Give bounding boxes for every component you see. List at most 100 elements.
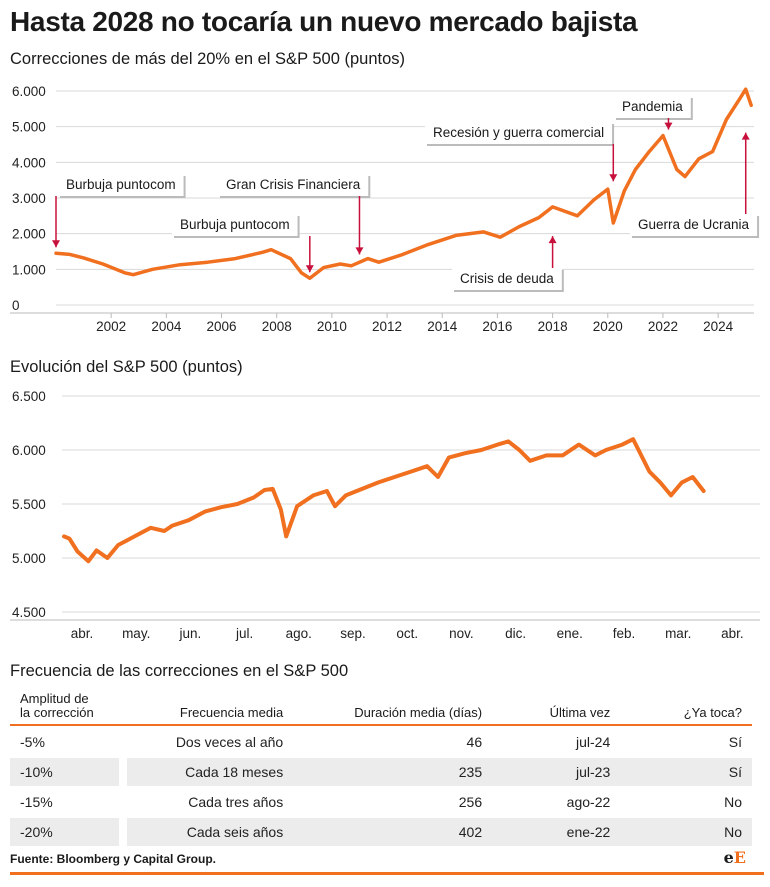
arrow-head — [664, 122, 673, 130]
cell-amplitude: -15% — [10, 788, 127, 816]
cell-last-time: jul-23 — [492, 758, 621, 786]
annotation: Pandemia — [614, 96, 693, 130]
x-tick-label: ene. — [557, 626, 583, 641]
table-row: -20% Cada seis años 402 ene-22 No — [10, 818, 752, 846]
cell-amplitude: -20% — [10, 818, 127, 846]
y-tick-label: 2.000 — [12, 227, 46, 242]
table-row: -15% Cada tres años 256 ago-22 No — [10, 788, 752, 816]
annotation-box — [172, 214, 298, 236]
publisher-logo: eE — [723, 848, 746, 867]
annotation: Burbuja puntocom — [52, 174, 186, 248]
y-tick-label: 5.000 — [12, 551, 46, 566]
arrow-head — [609, 174, 618, 182]
x-tick-label: 2018 — [538, 319, 568, 334]
cell-duration: 256 — [458, 794, 483, 810]
y-tick-label: 6.000 — [12, 84, 46, 99]
chart2-title: Evolución del S&P 500 (puntos) — [10, 358, 243, 376]
arrow-head — [52, 240, 60, 248]
annotation: Crisis de deuda — [452, 236, 564, 292]
x-tick-label: 2024 — [703, 319, 734, 334]
header-amplitude: Amplitud de la corrección — [10, 690, 127, 726]
table-title: Frecuencia de las correcciones en el S&P… — [10, 662, 349, 680]
annotation-label: Guerra de Ucrania — [638, 217, 750, 232]
header-frequency: Frecuencia media — [126, 690, 294, 726]
annotation: Gran Crisis Financiera — [218, 174, 371, 255]
arrow-head — [741, 132, 750, 140]
annotation-box — [58, 174, 184, 196]
cell-duration: 46 — [466, 734, 483, 750]
annotation-label: Burbuja puntocom — [66, 177, 176, 192]
annotation-box — [425, 122, 613, 144]
y-tick-label: 4.500 — [12, 605, 46, 620]
series-line — [54, 87, 753, 281]
x-tick-label: feb. — [613, 626, 636, 641]
x-tick-label: abr. — [721, 626, 744, 641]
cell-due: Sí — [728, 734, 742, 750]
x-tick-label: 2008 — [262, 319, 292, 334]
annotation: Guerra de Ucrania — [630, 132, 760, 238]
cell-last-time: ene-22 — [492, 818, 621, 846]
cell-frequency: Cada 18 meses — [126, 758, 294, 786]
cell-amplitude: -5% — [10, 728, 127, 756]
cell-frequency: Dos veces al año — [175, 734, 284, 750]
x-tick-label: 2002 — [96, 319, 126, 334]
annotation-box — [630, 214, 758, 236]
cell-due: No — [724, 794, 742, 810]
x-tick-label: jul. — [235, 626, 253, 641]
header-due: ¿Ya toca? — [620, 690, 752, 726]
cell-amplitude: -10% — [10, 758, 127, 786]
y-tick-label: 5.000 — [12, 120, 46, 135]
cell-last-time: jul-24 — [576, 734, 611, 750]
x-tick-label: dic. — [505, 626, 526, 641]
page-title: Hasta 2028 no tocaría un nuevo mercado b… — [10, 6, 638, 37]
annotation-box — [614, 96, 691, 118]
bottom-rule — [10, 872, 764, 875]
x-tick-label: 2022 — [648, 319, 678, 334]
series-line — [62, 437, 706, 564]
header-last-time: Última vez — [492, 690, 621, 726]
y-tick-label: 6.000 — [12, 443, 46, 458]
annotation-label: Pandemia — [622, 99, 683, 114]
x-tick-label: 2020 — [593, 319, 623, 334]
annotation-label: Gran Crisis Financiera — [226, 177, 361, 192]
cell-frequency: Cada tres años — [188, 794, 284, 810]
corrections-table: Amplitud de la corrección Frecuencia medi… — [10, 688, 752, 848]
table-row: -5% Dos veces al año 46 jul-24 Sí — [10, 728, 752, 756]
long-term-chart: 0 1.000 2.000 3.000 4.000 5.000 6.000 2002 2004 2… — [10, 84, 760, 334]
y-tick-label: 0 — [12, 298, 20, 313]
cell-due: Sí — [620, 758, 752, 786]
y-tick-label: 3.000 — [12, 191, 46, 206]
source-note: Fuente: Bloomberg y Capital Group. — [10, 852, 217, 866]
x-tick-label: may. — [122, 626, 150, 641]
annotation-box — [452, 268, 562, 290]
x-tick-label: ago. — [286, 626, 312, 641]
x-tick-label: nov. — [449, 626, 474, 641]
cell-duration: 402 — [293, 818, 493, 846]
annotation-label: Burbuja puntocom — [180, 217, 290, 232]
x-tick-label: oct. — [396, 626, 418, 641]
annotation: Recesión y guerra comercial — [425, 122, 618, 182]
x-tick-label: mar. — [665, 626, 691, 641]
annotation-label: Crisis de deuda — [460, 271, 554, 286]
x-tick-label: 2016 — [482, 319, 512, 334]
x-tick-label: 2004 — [151, 319, 182, 334]
x-tick-label: 2014 — [427, 319, 458, 334]
x-tick-label: 2006 — [207, 319, 237, 334]
y-tick-label: 5.500 — [12, 497, 46, 512]
x-tick-label: jun. — [179, 626, 202, 641]
annotation-box — [218, 174, 369, 196]
y-tick-label: 4.000 — [12, 155, 46, 170]
arrow-head — [305, 265, 314, 273]
table-row: -10% Cada 18 meses 235 jul-23 Sí — [10, 758, 752, 786]
recent-chart: 4.500 5.000 5.500 6.000 6.500 abr. may. jun. jul… — [10, 389, 760, 641]
arrow-head — [355, 247, 364, 255]
y-tick-label: 1.000 — [12, 262, 46, 277]
cell-last-time: ago-22 — [566, 794, 611, 810]
cell-duration: 235 — [293, 758, 493, 786]
table-header-row: Amplitud de la corrección Frecuencia medi… — [10, 690, 752, 726]
x-tick-label: 2012 — [372, 319, 402, 334]
chart1-title: Correcciones de más del 20% en el S&P 50… — [10, 50, 406, 68]
arrow-head — [548, 236, 557, 244]
annotation: Burbuja puntocom — [172, 214, 314, 273]
x-tick-label: sep. — [340, 626, 366, 641]
